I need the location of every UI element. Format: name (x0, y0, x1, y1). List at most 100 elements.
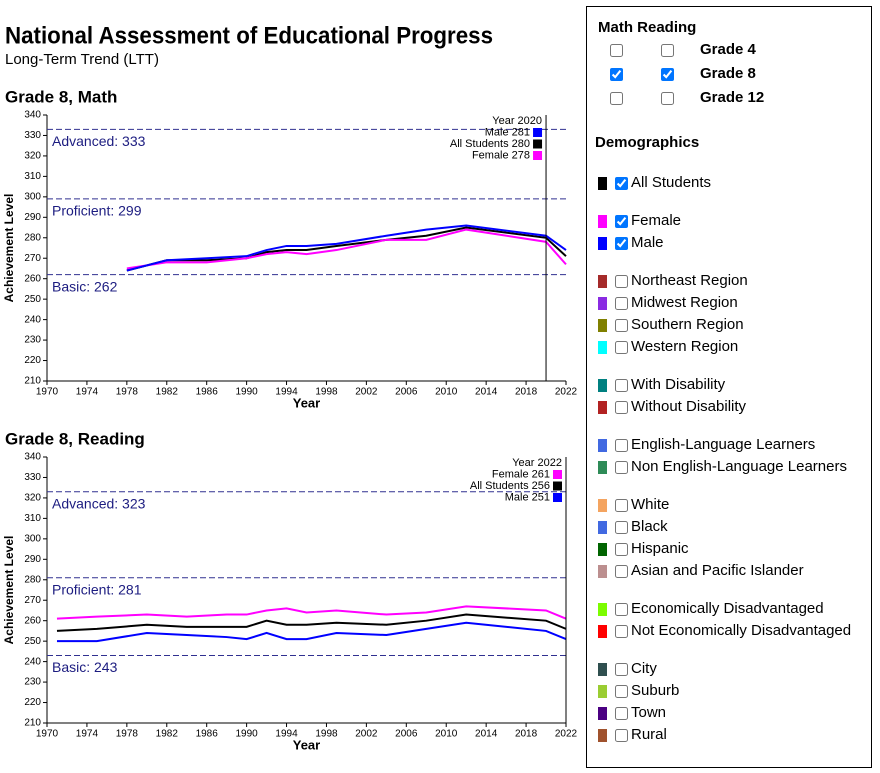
color-swatch (598, 296, 607, 310)
y-axis-label: Achievement Level (2, 536, 16, 645)
y-tick-label: 320 (24, 151, 41, 162)
color-swatch (598, 274, 607, 288)
y-tick-label: 330 (24, 130, 41, 141)
demographic-checkbox[interactable] (615, 498, 628, 512)
demographic-checkbox[interactable] (615, 542, 628, 556)
demographic-label: Non English-Language Learners (631, 458, 847, 475)
x-tick-label: 1970 (36, 729, 59, 740)
demographic-label: Economically Disadvantaged (631, 600, 824, 617)
demographic-label: Asian and Pacific Islander (631, 562, 804, 579)
x-tick-label: 1986 (196, 387, 219, 398)
color-swatch (598, 706, 607, 720)
demographic-label: Town (631, 704, 667, 721)
demographic-label: Black (631, 518, 668, 535)
color-swatch (598, 684, 607, 698)
charts-area: National Assessment of Educational Progr… (2, 22, 578, 752)
x-tick-label: 1990 (235, 387, 258, 398)
demographic-checkbox[interactable] (615, 378, 628, 392)
x-tick-label: 1986 (196, 729, 219, 740)
y-tick-label: 290 (24, 554, 41, 565)
sidebar: Math Reading Grade 4 Grade 8 Grade 12 Demogr… (586, 6, 872, 768)
demographic-checkbox[interactable] (615, 728, 628, 742)
y-tick-label: 340 (24, 110, 41, 121)
reading-checkbox[interactable] (661, 91, 674, 105)
demographic-checkbox[interactable] (615, 318, 628, 332)
demographic-label: Suburb (631, 682, 680, 699)
demographic-checkbox[interactable] (615, 236, 628, 250)
reference-label: Advanced: 323 (52, 495, 146, 511)
series-line (56, 605, 567, 620)
x-tick-label: 2014 (475, 729, 498, 740)
color-swatch (598, 400, 607, 414)
demographics-title: Demographics (595, 134, 700, 151)
y-tick-label: 290 (24, 212, 41, 223)
x-tick-label: 1982 (156, 387, 179, 398)
color-swatch (598, 542, 607, 556)
color-swatch (598, 378, 607, 392)
color-swatch (598, 236, 607, 250)
hover-item: Female 261 (492, 468, 550, 480)
demographic-checkbox[interactable] (615, 438, 628, 452)
hover-swatch (553, 481, 562, 491)
color-swatch (598, 214, 607, 228)
hover-title: Year 2022 (512, 457, 562, 469)
demographic-checkbox[interactable] (615, 460, 628, 474)
demographic-checkbox[interactable] (615, 624, 628, 638)
reading-checkbox[interactable] (661, 43, 674, 57)
hover-item: All Students 256 (470, 480, 550, 492)
x-tick-label: 2002 (355, 729, 378, 740)
demographic-checkbox[interactable] (615, 400, 628, 414)
hover-swatch (533, 151, 543, 160)
math-checkbox[interactable] (610, 91, 623, 105)
reference-label: Basic: 243 (52, 659, 118, 675)
math-checkbox[interactable] (610, 43, 623, 57)
demographic-checkbox[interactable] (615, 684, 628, 698)
demographic-checkbox[interactable] (615, 662, 628, 676)
demographic-checkbox[interactable] (615, 706, 628, 720)
x-tick-label: 2006 (395, 387, 418, 398)
demographic-label: English-Language Learners (631, 436, 816, 453)
x-tick-label: 1982 (156, 729, 179, 740)
demographic-checkbox[interactable] (615, 520, 628, 534)
y-tick-label: 240 (24, 656, 41, 667)
x-tick-label: 2022 (555, 387, 578, 398)
demographic-checkbox[interactable] (615, 214, 628, 228)
color-swatch (598, 662, 607, 676)
demographic-label: Hispanic (631, 540, 689, 557)
chart-title: Grade 8, Math (5, 87, 117, 106)
math-checkbox[interactable] (610, 67, 623, 81)
demographic-checkbox[interactable] (615, 176, 628, 190)
demographic-label: Male (631, 234, 664, 251)
x-tick-label: 2002 (355, 387, 378, 398)
hover-item: Female 278 (472, 149, 530, 161)
y-tick-label: 270 (24, 595, 41, 606)
y-tick-label: 260 (24, 615, 41, 626)
demographic-checkbox[interactable] (615, 602, 628, 616)
y-tick-label: 230 (24, 677, 41, 688)
y-tick-label: 310 (24, 171, 41, 182)
x-tick-label: 1970 (36, 387, 59, 398)
reading-checkbox[interactable] (661, 67, 674, 81)
y-tick-label: 310 (24, 513, 41, 524)
demographic-label: Rural (631, 726, 667, 743)
x-tick-label: 1998 (315, 387, 338, 398)
y-tick-label: 250 (24, 636, 41, 647)
color-swatch (598, 624, 607, 638)
x-tick-label: 2018 (515, 729, 538, 740)
demographic-checkbox[interactable] (615, 296, 628, 310)
demographic-checkbox[interactable] (615, 340, 628, 354)
y-tick-label: 340 (24, 452, 41, 463)
y-tick-label: 250 (24, 294, 41, 305)
page-subtitle: Long-Term Trend (LTT) (5, 51, 159, 68)
grade-label: Grade 8 (700, 65, 756, 82)
x-tick-label: 1974 (76, 729, 99, 740)
hover-item: Male 281 (485, 126, 530, 138)
color-swatch (598, 498, 607, 512)
demographic-checkbox[interactable] (615, 274, 628, 288)
reference-label: Proficient: 281 (52, 581, 142, 597)
subject-header: Math Reading (598, 19, 697, 36)
demographic-checkbox[interactable] (615, 564, 628, 578)
series-line (56, 613, 567, 632)
demographic-label: Female (631, 212, 682, 229)
page-title: National Assessment of Educational Progr… (5, 22, 493, 49)
